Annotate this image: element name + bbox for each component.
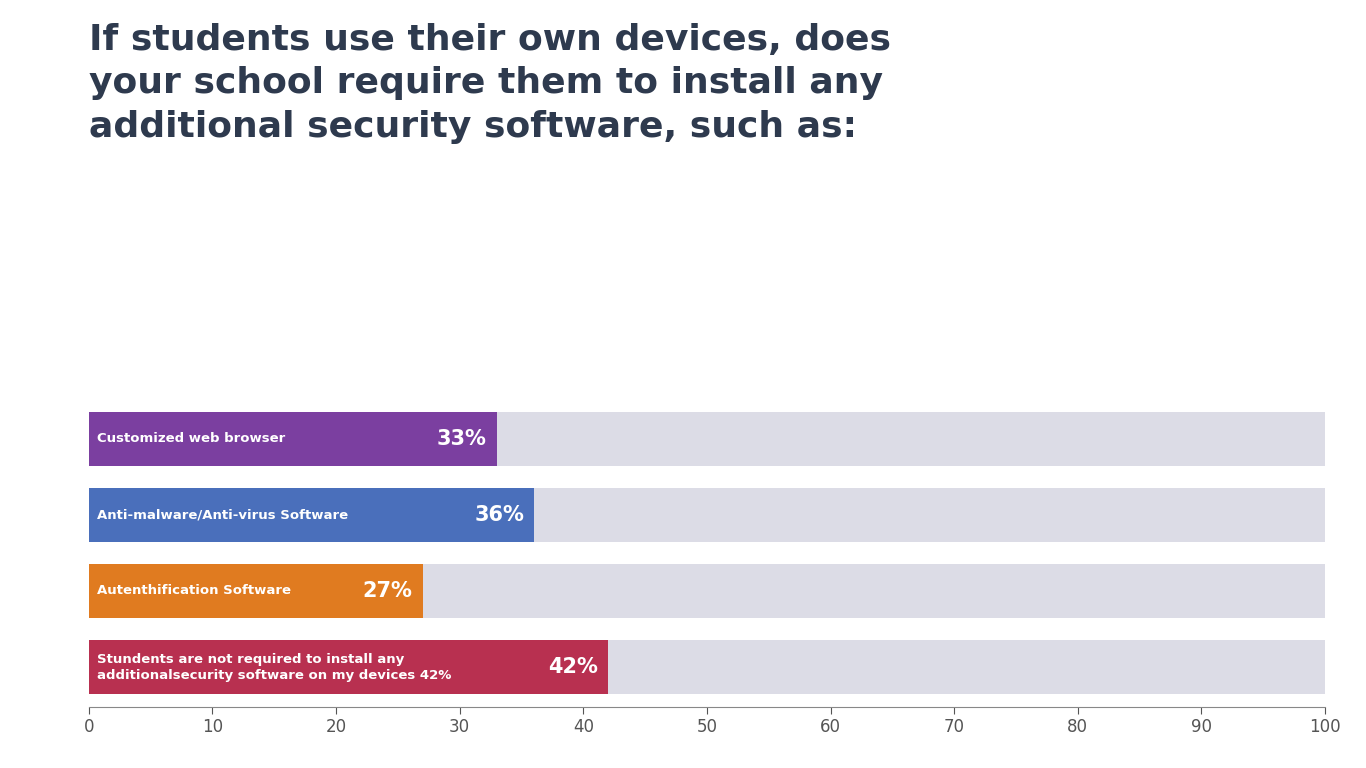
Text: Anti-malware/Anti-virus Software: Anti-malware/Anti-virus Software — [97, 508, 348, 521]
Bar — [89, 564, 422, 618]
Bar — [89, 640, 608, 694]
Bar — [89, 640, 1325, 694]
Text: 33%: 33% — [437, 429, 486, 449]
Text: Customized web browser: Customized web browser — [97, 432, 285, 445]
Text: Stundents are not required to install any
additionalsecurity software on my devi: Stundents are not required to install an… — [97, 653, 452, 681]
Text: 36%: 36% — [474, 505, 525, 525]
Text: 27%: 27% — [363, 581, 413, 601]
Bar — [89, 488, 534, 542]
Text: Autenthification Software: Autenthification Software — [97, 584, 291, 598]
Bar — [89, 412, 1325, 466]
Bar — [89, 412, 497, 466]
Text: If students use their own devices, does
your school require them to install any
: If students use their own devices, does … — [89, 23, 891, 144]
Bar — [89, 564, 1325, 618]
Text: 42%: 42% — [548, 657, 598, 677]
Bar — [89, 488, 1325, 542]
